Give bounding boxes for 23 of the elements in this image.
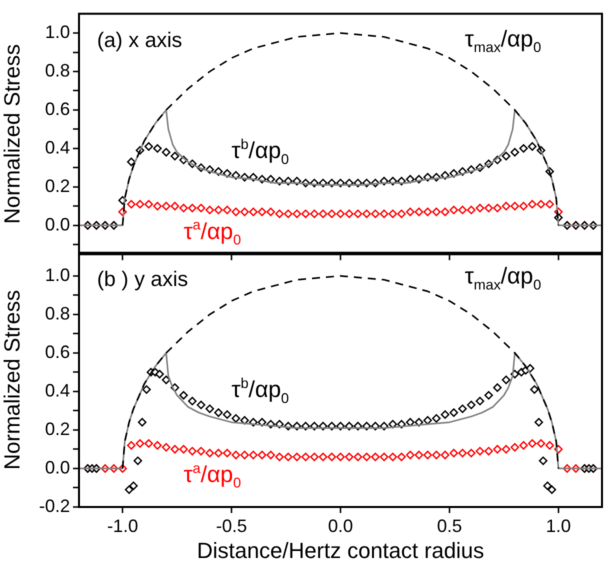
x-tick-label: -1.0 [107, 516, 138, 536]
y-axis-title: Normalized Stress [0, 44, 24, 224]
y-tick-label: 0.6 [44, 98, 70, 119]
x-tick-label: 0.0 [328, 516, 354, 536]
y-tick-label: 1.0 [44, 264, 70, 285]
x-axis-title: Distance/Hertz contact radius [196, 538, 484, 563]
y-tick-label: 0.0 [44, 214, 70, 234]
y-tick-label: 0.6 [44, 342, 70, 362]
y-tick-label: 0.2 [44, 418, 70, 439]
text: (b ) y axis [97, 268, 188, 291]
y-tick-label: -0.2 [38, 496, 70, 516]
y-tick-label: 1.0 [44, 22, 70, 42]
y-tick-label: 0.4 [44, 137, 70, 158]
x-tick-label: -0.5 [216, 516, 248, 536]
y-tick-label: 0.8 [44, 60, 70, 80]
y-axis-title: Normalized Stress [0, 290, 24, 470]
text: (a) x axis [97, 28, 182, 52]
y-tick-label: 0.0 [44, 457, 70, 478]
y-tick-label: 0.8 [44, 303, 70, 324]
y-tick-label: 0.2 [44, 176, 70, 196]
x-tick-label: 0.5 [436, 516, 462, 536]
y-tick-label: 0.4 [44, 380, 70, 400]
x-tick-label: 1.0 [546, 516, 571, 536]
